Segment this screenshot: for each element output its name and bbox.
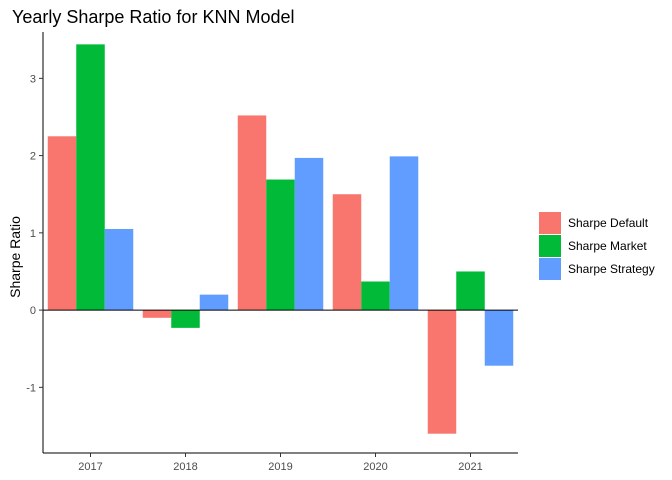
legend-key bbox=[539, 212, 561, 234]
y-tick-label: 1 bbox=[30, 228, 36, 240]
bar bbox=[104, 228, 134, 311]
bar bbox=[456, 271, 485, 311]
legend-label: Sharpe Strategy bbox=[568, 262, 655, 276]
bar bbox=[389, 156, 419, 311]
bar bbox=[142, 310, 172, 318]
y-axis-label: Sharpe Ratio bbox=[7, 216, 23, 298]
bar bbox=[294, 157, 324, 311]
x-tick-label: 2021 bbox=[458, 461, 482, 473]
bar bbox=[47, 136, 77, 311]
bar bbox=[427, 310, 457, 434]
chart-title: Yearly Sharpe Ratio for KNN Model bbox=[12, 7, 294, 27]
legend: Sharpe Default Sharpe Market Sharpe Strate… bbox=[539, 212, 655, 280]
y-tick-label: 2 bbox=[30, 151, 36, 163]
x-tick-label: 2020 bbox=[363, 461, 387, 473]
y-tick-label: 0 bbox=[30, 305, 36, 317]
legend-key bbox=[539, 235, 561, 257]
bar bbox=[332, 194, 362, 311]
y-tick-label: -1 bbox=[26, 382, 36, 394]
bar bbox=[484, 310, 514, 366]
x-tick-label: 2017 bbox=[78, 461, 102, 473]
bar bbox=[76, 44, 105, 311]
legend-label: Sharpe Market bbox=[568, 239, 647, 253]
plot-area: -1 0 1 2 3 2017 2018 2019 2020 2021 bbox=[26, 32, 518, 473]
y-tick-label: 3 bbox=[30, 73, 36, 85]
bar bbox=[199, 294, 229, 311]
legend-label: Sharpe Default bbox=[568, 216, 649, 230]
bar bbox=[266, 179, 295, 311]
x-tick-label: 2018 bbox=[173, 461, 197, 473]
x-tick-label: 2019 bbox=[268, 461, 292, 473]
bar bbox=[237, 115, 267, 311]
bar bbox=[361, 281, 390, 311]
bar bbox=[171, 310, 200, 328]
legend-key bbox=[539, 258, 561, 280]
